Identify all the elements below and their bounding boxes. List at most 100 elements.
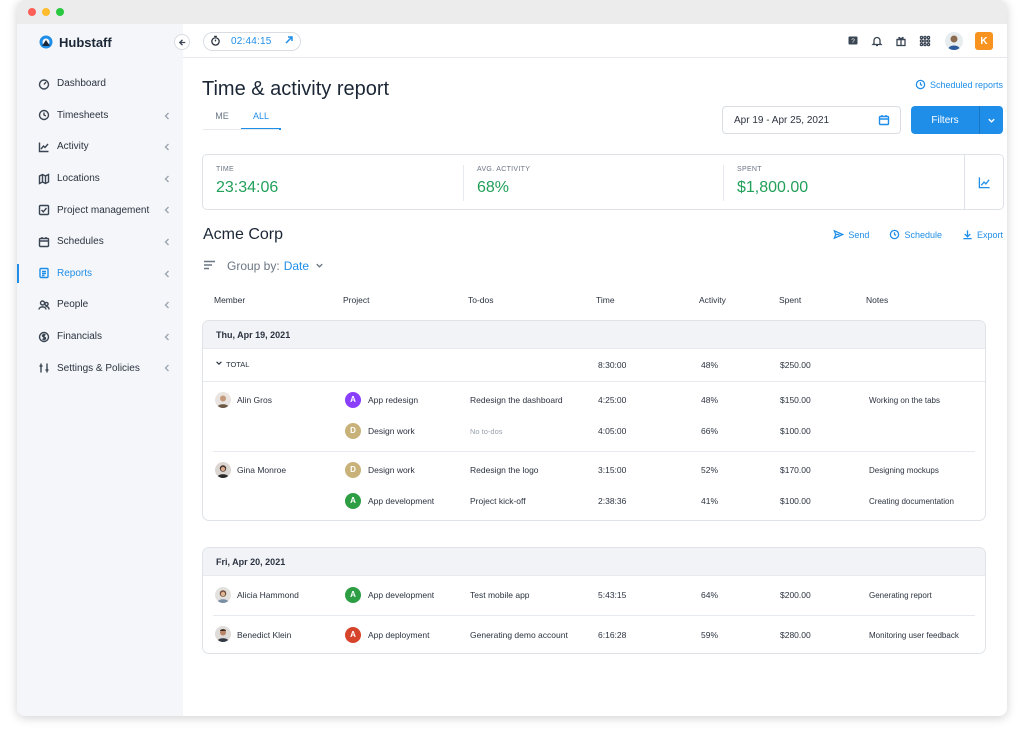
row-activity: 66% [701,426,719,436]
sidebar-item-project-management[interactable]: Project management [17,194,183,226]
row-notes: Working on the tabs [869,396,941,405]
arrow-left-icon [178,38,185,46]
header-spent[interactable]: Spent [779,295,802,305]
clock-icon [890,229,900,240]
help-icon[interactable]: ? [841,31,865,51]
stat-spent-label: SPENT [737,166,762,173]
export-label: Export [976,229,1003,240]
timer-value: 02:44:15 [231,36,272,47]
header-activity[interactable]: Activity [699,295,726,305]
activity-chart-icon [37,140,50,153]
organization-badge[interactable]: K [975,32,993,50]
group-by-label: Group by: [227,259,280,273]
total-row[interactable]: TOTAL 8:30:00 48% $250.00 [203,349,985,381]
sidebar-item-settings-policies[interactable]: Settings & Policies [17,352,183,384]
row-time: 3:15:00 [598,465,627,475]
open-timer-icon[interactable] [284,35,294,48]
header-time[interactable]: Time [596,295,615,305]
member-block[interactable]: Gina Monroe D Design work Redesign the l… [203,451,985,520]
row-divider [203,381,985,382]
page-title: Time & activity report [202,78,390,100]
todo-name[interactable]: Redesign the dashboard [470,395,563,405]
maximize-window-button[interactable] [56,8,64,16]
hubstaff-logo-icon [39,35,53,49]
timer-widget[interactable]: 02:44:15 [203,32,301,51]
total-label: TOTAL [226,360,250,369]
export-button[interactable]: Export [962,229,1003,240]
schedule-button[interactable]: Schedule [889,229,942,240]
stat-activity-value: 68% [477,179,510,196]
date-group-header: Fri, Apr 20, 2021 [203,548,985,576]
user-avatar[interactable] [945,32,963,50]
date-group: Thu, Apr 19, 2021 TOTAL 8:30:00 48% $250… [202,320,986,521]
header-todos[interactable]: To-dos [468,295,494,305]
date-group-header: Thu, Apr 19, 2021 [203,321,985,349]
scheduled-reports-link[interactable]: Scheduled reports [915,79,1003,90]
stat-spent: SPENT $1,800.00 [723,165,945,201]
sidebar-item-timesheets[interactable]: Timesheets [17,100,183,132]
member-block[interactable]: Alin Gros A App redesign Redesign the da… [203,381,985,451]
sidebar-item-people[interactable]: People [17,289,183,321]
header-member[interactable]: Member [214,295,246,305]
send-button[interactable]: Send [833,229,869,240]
sidebar-item-label: Activity [57,141,89,153]
summary-card: TIME 23:34:06 AVG. ACTIVITY 68% SPENT $1… [202,154,1004,210]
chevron-left-icon [163,111,171,121]
close-window-button[interactable] [28,8,36,16]
todo-name[interactable]: Generating demo account [470,630,568,640]
sidebar-item-label: Settings & Policies [57,362,140,374]
line-chart-icon [978,176,990,188]
gift-icon[interactable] [889,31,913,51]
sidebar-item-financials[interactable]: Financials [17,321,183,353]
app-logo[interactable]: Hubstaff [38,34,112,50]
filters-dropdown-toggle[interactable] [979,106,1003,134]
project-name[interactable]: App redesign [368,395,419,405]
project-name[interactable]: Design work [368,465,415,475]
chevron-left-icon [163,205,171,215]
table-header: Member Project To-dos Time Activity Spen… [202,295,1002,309]
chart-view-button[interactable] [964,155,1003,209]
bell-icon[interactable] [865,31,889,51]
project-name[interactable]: App development [368,590,435,600]
row-notes: Creating documentation [869,497,954,506]
sidebar: Hubstaff Dashboard Timesheets Activity Loca… [17,24,183,716]
project-name[interactable]: App deployment [368,630,430,640]
sidebar-item-label: Financials [57,331,103,343]
sidebar-item-activity[interactable]: Activity [17,131,183,163]
row-activity: 48% [701,395,719,405]
group-by-selector[interactable]: Group by: Date [203,259,324,273]
project-name[interactable]: Design work [368,426,415,436]
member-avatar [215,462,231,478]
chevron-left-icon [163,332,171,342]
project-avatar: A [345,493,361,509]
collapse-sidebar-button[interactable] [174,34,190,50]
sliders-icon [37,362,50,375]
row-spent: $280.00 [780,630,811,640]
member-name: Alicia Hammond [237,590,299,600]
sidebar-item-reports[interactable]: Reports [17,258,183,290]
clock-icon [37,109,50,122]
todo-name[interactable]: Redesign the logo [470,465,539,475]
tab-me[interactable]: ME [215,111,229,121]
project-avatar: A [345,627,361,643]
todo-name[interactable]: Test mobile app [470,590,530,600]
todo-name[interactable]: Project kick-off [470,496,526,506]
date-range-picker[interactable]: Apr 19 - Apr 25, 2021 [722,106,901,134]
chevron-down-icon[interactable] [215,359,223,369]
sidebar-nav: Dashboard Timesheets Activity Locations Proj… [17,68,183,384]
apps-grid-icon[interactable] [913,31,937,51]
tab-all[interactable]: ALL [241,108,281,130]
header-notes[interactable]: Notes [866,295,889,305]
member-block[interactable]: Alicia Hammond A App development Test mo… [203,576,985,615]
row-divider [213,451,975,452]
dollar-icon [37,330,50,343]
member-block[interactable]: Benedict Klein A App deployment Generati… [203,615,985,653]
project-name[interactable]: App development [368,496,435,506]
header-project[interactable]: Project [343,295,370,305]
minimize-window-button[interactable] [42,8,50,16]
sidebar-item-dashboard[interactable]: Dashboard [17,68,183,100]
sidebar-item-schedules[interactable]: Schedules [17,226,183,258]
member-name: Gina Monroe [237,465,287,475]
filters-button[interactable]: Filters [911,106,1003,134]
sidebar-item-locations[interactable]: Locations [17,163,183,195]
